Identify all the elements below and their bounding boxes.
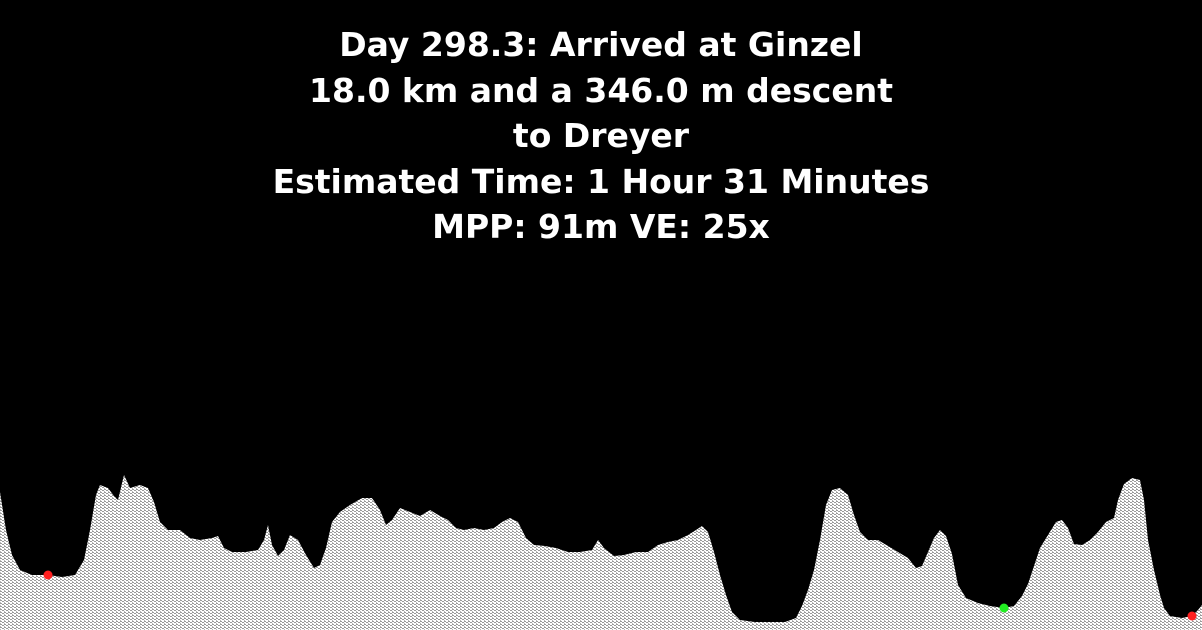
destination-text: to Dreyer	[512, 116, 690, 155]
current-position-marker	[999, 603, 1009, 613]
map-scale-text: MPP: 91m VE: 25x	[432, 207, 770, 246]
travel-status-panel: Day 298.3: Arrived at Ginzel 18.0 km and…	[0, 22, 1202, 250]
waypoint-marker-end	[1187, 611, 1197, 621]
estimated-time-text: Estimated Time: 1 Hour 31 Minutes	[272, 161, 930, 201]
waypoint-marker-start	[43, 570, 53, 580]
distance-descent-text: 18.0 km and a 346.0 m descent	[309, 70, 893, 110]
status-title: Day 298.3: Arrived at Ginzel	[339, 25, 863, 64]
terrain-silhouette	[0, 475, 1202, 630]
